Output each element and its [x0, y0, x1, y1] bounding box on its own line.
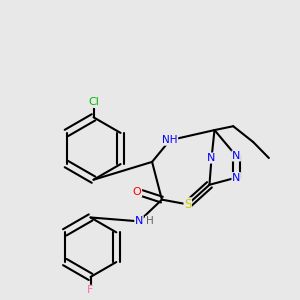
- Text: S: S: [184, 198, 191, 211]
- Text: Cl: Cl: [88, 98, 99, 107]
- Text: H: H: [146, 216, 153, 226]
- Text: N: N: [207, 153, 216, 163]
- Text: N: N: [232, 151, 240, 161]
- Text: N: N: [135, 216, 143, 226]
- Text: N: N: [232, 172, 240, 183]
- Text: NH: NH: [162, 135, 178, 145]
- Text: O: O: [133, 187, 142, 196]
- Text: F: F: [87, 285, 94, 295]
